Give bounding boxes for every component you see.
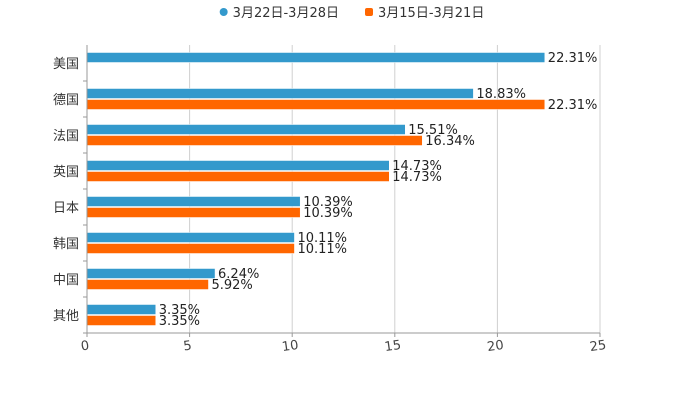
x-tick-label: 0 [80,338,90,354]
bar-0-2 [86,124,406,135]
legend: 3月22日-3月28日 3月15日-3月21日 [219,6,484,21]
category-label: 美国 [53,57,79,72]
legend-item-0: 3月22日-3月28日 [219,6,339,21]
data-label: 18.83% [476,87,526,102]
x-tick-label: 5 [183,338,193,354]
x-tick-label: 20 [486,338,504,355]
bar-0-4 [86,196,301,207]
data-label: 3.35% [159,314,200,329]
data-label: 16.34% [425,134,475,149]
category-label: 中国 [53,273,79,288]
data-label: 15.51% [408,123,458,138]
x-tick-label: 25 [589,338,607,355]
bar-0-6 [86,268,216,279]
data-label: 10.11% [297,231,347,246]
category-label: 日本 [53,201,79,216]
legend-label: 3月22日-3月28日 [233,6,339,21]
bar-labels: 22.31% 18.83% 22.31% 15.51%16.34% 14.73%14.7… [159,51,598,329]
bar-1-3 [86,171,390,182]
legend-label: 3月15日-3月21日 [378,6,484,21]
bar-0-0 [86,52,546,63]
bar-0-7 [86,304,156,315]
category-label: 法国 [53,129,79,144]
x-axis: 0 5 10 15 20 25 [80,332,607,355]
bar-1-7 [86,315,156,326]
bar-0-5 [86,232,295,243]
category-label: 德国 [53,93,79,108]
legend-item-1: 3月15日-3月21日 [365,6,484,21]
data-label: 6.24% [218,267,259,282]
data-label: 14.73% [392,159,442,174]
data-label: 22.31% [548,51,598,66]
bars [86,52,546,326]
bar-1-5 [86,243,295,254]
data-label: 22.31% [548,98,598,113]
data-label: 10.39% [303,195,353,210]
bar-0-3 [86,160,390,171]
category-label: 韩国 [53,237,79,252]
bar-1-4 [86,207,301,218]
x-tick-label: 15 [384,338,402,355]
category-label: 其他 [53,309,79,324]
data-label: 3.35% [159,303,200,318]
category-label: 英国 [53,165,79,180]
data-label: 14.73% [392,170,442,185]
bar-0-1 [86,88,474,99]
legend-marker-circle [219,8,228,16]
data-label: 10.11% [297,242,347,257]
legend-marker-square [365,8,373,16]
data-label: 5.92% [211,278,252,293]
bar-1-6 [86,279,209,290]
bar-1-2 [86,135,423,146]
data-label: 10.39% [303,206,353,221]
x-tick-label: 10 [281,338,299,355]
